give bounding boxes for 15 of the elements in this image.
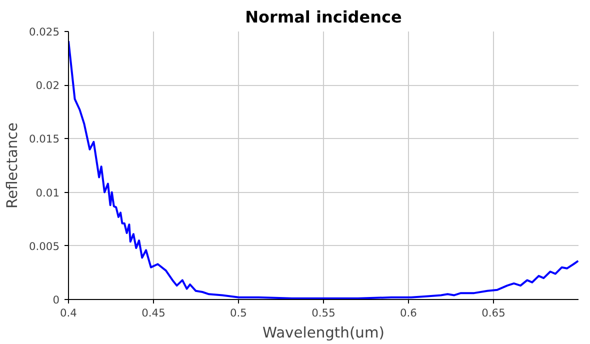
x-tick-label: 0.45 — [142, 306, 166, 320]
y-tick-label: 0.025 — [28, 26, 60, 38]
x-tick-label: 0.55 — [312, 306, 336, 320]
y-tick-label: 0.01 — [36, 186, 60, 200]
y-tick-label: 0 — [52, 294, 60, 306]
y-tick-label: 0.02 — [36, 79, 60, 92]
x-tick-label: 0.4 — [60, 306, 78, 320]
x-tick-label: 0.65 — [482, 306, 506, 320]
y-axis-title: Reflectance — [4, 122, 21, 208]
chart-title: Normal incidence — [245, 8, 402, 26]
x-axis-title: Wavelength(um) — [262, 324, 384, 342]
y-tick-label: 0.015 — [28, 132, 60, 146]
x-tick-label: 0.6 — [400, 306, 418, 320]
y-tick-label: 0.005 — [28, 240, 60, 253]
x-tick-label: 0.5 — [230, 306, 247, 320]
